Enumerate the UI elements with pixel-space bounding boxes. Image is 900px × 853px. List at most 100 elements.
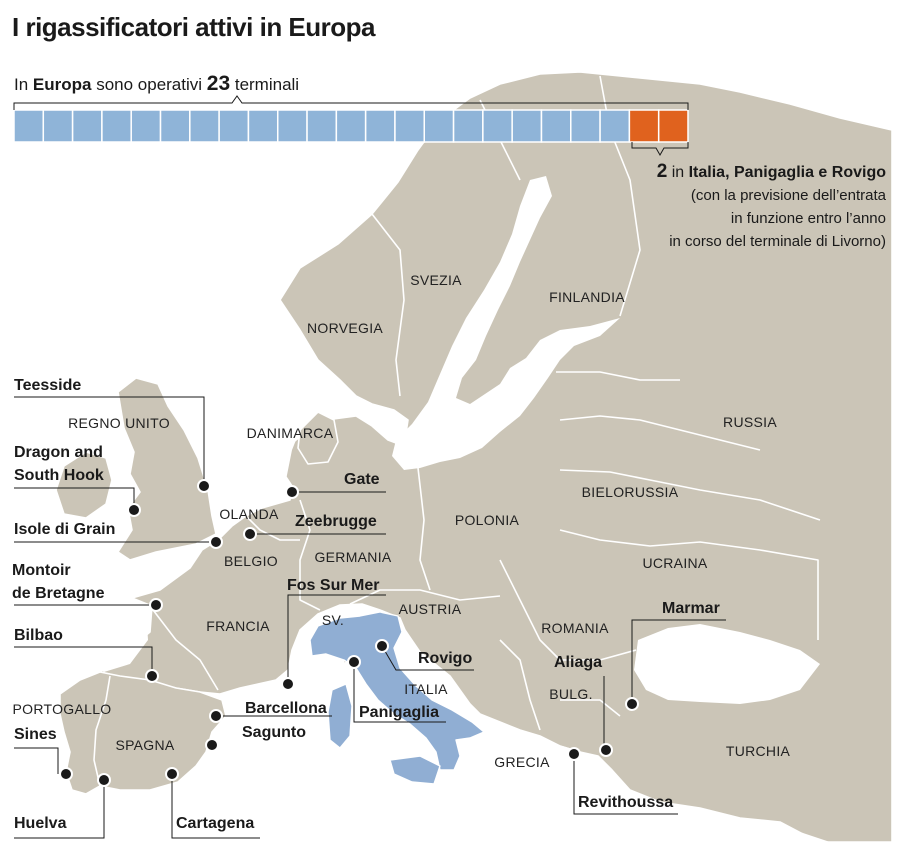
- intro-middle: sono operativi: [91, 75, 207, 94]
- bar-cell: [423, 109, 455, 143]
- fos-leader: [287, 594, 386, 684]
- ireland: [55, 451, 113, 519]
- country-ucraina: UCRAINA: [642, 555, 708, 571]
- bar-brackets: [13, 95, 689, 157]
- country-germania: GERMANIA: [314, 549, 392, 565]
- country-spagna: SPAGNA: [115, 737, 175, 753]
- terminal-revithoussa: Revithoussa: [578, 794, 674, 811]
- country-polonia: POLONIA: [454, 512, 520, 528]
- bar-cell: [13, 109, 45, 143]
- terminal-montoir: Montoir: [12, 562, 71, 579]
- panigaglia-leader: [353, 662, 446, 723]
- bar-cell: [247, 109, 279, 143]
- terminal-huelva: Huelva: [14, 815, 67, 832]
- water-layer: [80, 176, 830, 842]
- country-finlandia: FINLANDIA: [549, 289, 625, 305]
- intro-suffix: terminali: [230, 75, 300, 94]
- italy-note-line2: (con la previsione dell’entrata: [690, 187, 886, 204]
- bar-cell: [599, 109, 631, 143]
- terminal-zeebrugge: Zeebrugge: [295, 513, 377, 530]
- fos-marker: [281, 677, 295, 691]
- terminal-dragon-and: Dragon and: [14, 444, 103, 461]
- bar-cell: [452, 109, 484, 143]
- terminal-de-bretagne: de Bretagne: [12, 585, 105, 602]
- grain-marker: [209, 535, 223, 549]
- bar-cell: [394, 109, 426, 143]
- bar-cell: [189, 109, 220, 143]
- bar-cell: [159, 109, 191, 143]
- country-bulg: BULG.: [549, 686, 593, 702]
- intro-region: Europa: [32, 75, 92, 94]
- country-portogallo: PORTOGALLO: [12, 701, 112, 717]
- north-sea: [208, 390, 300, 508]
- italy-note-line4: in corso del terminale di Livorno): [669, 233, 886, 250]
- bar-cell: [335, 109, 367, 143]
- country-russia: RUSSIA: [723, 414, 777, 430]
- terminal-fos-sur-mer: Fos Sur Mer: [287, 577, 380, 594]
- bar-cell-italy: [628, 109, 660, 143]
- rovigo-marker: [375, 639, 389, 653]
- country-grecia: GRECIA: [494, 754, 550, 770]
- country-francia: FRANCIA: [206, 618, 270, 634]
- rovigo-leader: [381, 645, 474, 671]
- europe-bracket: [13, 95, 689, 110]
- sagunto-marker: [205, 738, 219, 752]
- terminal-panigaglia: Panigaglia: [359, 704, 440, 721]
- bar-cell: [276, 109, 308, 143]
- teesside-leader: [14, 396, 205, 486]
- bar-cell: [218, 109, 250, 143]
- bar-cell: [511, 109, 543, 143]
- terminal-south-hook: South Hook: [14, 467, 104, 484]
- leader-lines: [14, 396, 726, 839]
- italy-highlight: [309, 611, 485, 785]
- great-britain: [117, 377, 217, 561]
- italy-places: Italia, Panigaglia e Rovigo: [688, 164, 886, 181]
- aliaga-marker: [599, 743, 613, 757]
- terminals-bar: [13, 109, 689, 143]
- bar-cell: [130, 109, 162, 143]
- country-norvegia: NORVEGIA: [306, 320, 384, 336]
- terminal-aliaga: Aliaga: [554, 654, 603, 671]
- italy-bracket: [631, 142, 689, 157]
- bilbao-marker: [145, 669, 159, 683]
- huelva-leader: [14, 780, 105, 839]
- montoir-marker: [149, 598, 163, 612]
- sines-leader: [14, 747, 59, 774]
- bar-cell-italy: [657, 109, 689, 143]
- bar-cell: [482, 109, 513, 143]
- bar-cell: [306, 109, 338, 143]
- mediterranean-west: [110, 630, 520, 842]
- country-danimarca: DANIMARCA: [246, 425, 334, 441]
- italy-note-headline: 2 in Italia, Panigaglia e Rovigo: [657, 160, 886, 184]
- bilbao-leader: [14, 646, 153, 676]
- terminal-markers: [59, 479, 639, 787]
- revithoussa-marker: [567, 747, 581, 761]
- intro-prefix: In: [14, 75, 33, 94]
- page-title: I rigassificatori attivi in Europa: [12, 12, 375, 42]
- terminal-marmar: Marmar: [662, 600, 720, 617]
- cartagena-marker: [165, 767, 179, 781]
- terminal-bilbao: Bilbao: [14, 627, 63, 644]
- country-romania: ROMANIA: [541, 620, 609, 636]
- panigaglia-marker: [347, 655, 361, 669]
- terminal-isole-di-grain: Isole di Grain: [14, 521, 116, 538]
- italy-peninsula: [309, 611, 485, 771]
- baltic-sea: [392, 176, 620, 470]
- country-regno-unito: REGNO UNITO: [68, 415, 170, 431]
- terminal-sines: Sines: [14, 726, 57, 743]
- barcellona-marker: [209, 709, 223, 723]
- country-italia: ITALIA: [404, 681, 448, 697]
- terminal-gate: Gate: [344, 471, 380, 488]
- dragon-leader: [14, 487, 135, 510]
- dragon-marker: [127, 503, 141, 517]
- italy-count: 2: [656, 161, 668, 182]
- teesside-marker: [197, 479, 211, 493]
- sines-marker: [59, 767, 73, 781]
- bar-cell: [364, 109, 396, 143]
- intro-text: In Europa sono operativi 23 terminali: [14, 72, 299, 96]
- huelva-marker: [97, 773, 111, 787]
- aegean-sea: [520, 744, 830, 842]
- marmar-leader: [631, 619, 726, 704]
- bar-cell: [540, 109, 572, 143]
